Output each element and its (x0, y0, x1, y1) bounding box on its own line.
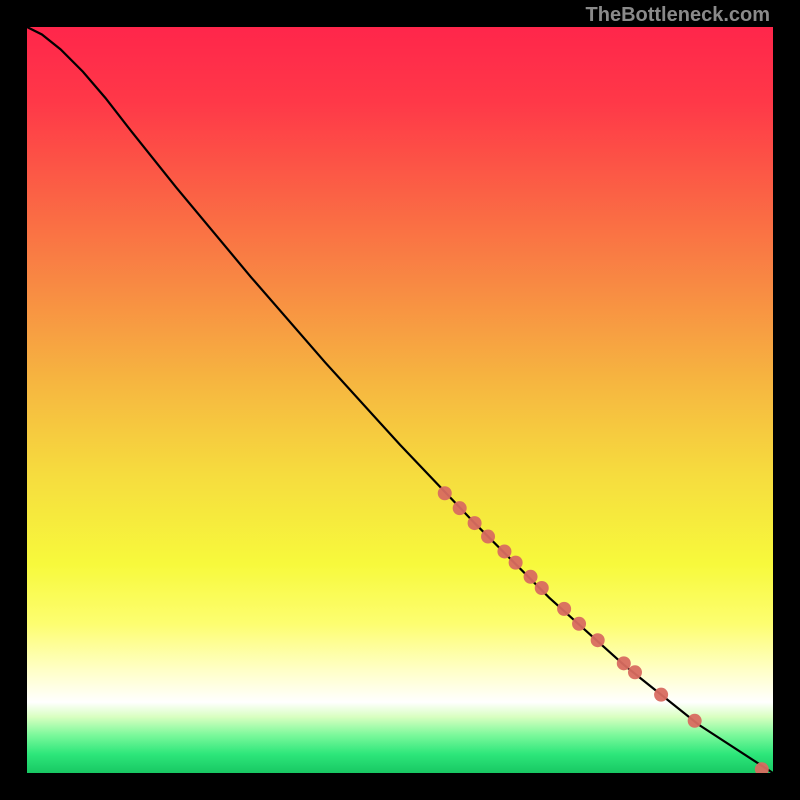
data-point (453, 501, 467, 515)
bottleneck-curve (27, 27, 773, 773)
data-point (468, 516, 482, 530)
data-point (591, 633, 605, 647)
data-point (688, 714, 702, 728)
data-point (572, 617, 586, 631)
data-point (438, 486, 452, 500)
data-point (509, 556, 523, 570)
data-point (755, 762, 769, 773)
scatter-points (438, 486, 769, 773)
data-point (535, 581, 549, 595)
data-point (481, 530, 495, 544)
watermark-text: TheBottleneck.com (586, 4, 770, 27)
data-point (524, 570, 538, 584)
data-point (557, 602, 571, 616)
plot-area (27, 27, 773, 773)
data-point (654, 688, 668, 702)
data-point (628, 665, 642, 679)
data-point (497, 544, 511, 558)
curve-layer (27, 27, 773, 773)
data-point (617, 656, 631, 670)
chart-frame: TheBottleneck.com (0, 0, 800, 800)
